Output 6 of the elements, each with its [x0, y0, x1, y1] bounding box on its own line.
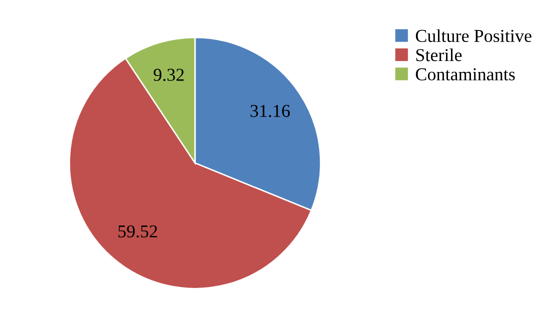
legend-label: Sterile [416, 48, 462, 62]
legend-label: Contaminants [416, 68, 515, 80]
data-label: 59.52 [118, 225, 158, 238]
data-label: 31.16 [250, 104, 290, 118]
data-label: 9.32 [154, 68, 184, 82]
legend-label: Culture Positive [416, 29, 532, 42]
